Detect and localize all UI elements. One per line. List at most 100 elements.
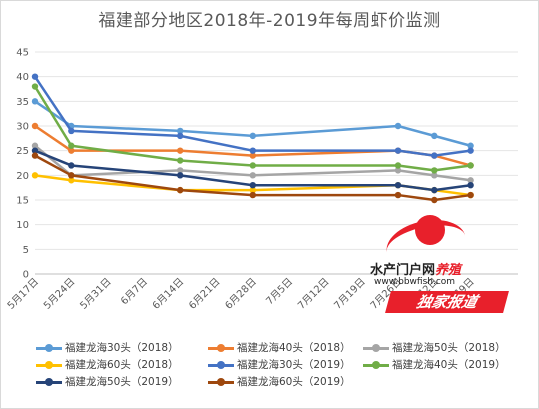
- y-tick-label: 5: [23, 245, 29, 256]
- legend-swatch: [36, 358, 62, 372]
- x-tick-label: 5月17日: [5, 276, 41, 312]
- series-1: [31, 98, 474, 149]
- legend-label: 福建龙海30头（2019）: [237, 359, 351, 371]
- legend-label: 福建龙海40头（2019）: [392, 359, 506, 371]
- data-point: [249, 147, 256, 154]
- data-point: [68, 177, 75, 184]
- data-point: [249, 172, 256, 179]
- data-point: [467, 147, 474, 154]
- legend-swatch: [36, 375, 62, 389]
- data-point: [31, 152, 39, 159]
- watermark-logo: 水产门户网养殖 www.bbwfish.com 独家报道: [368, 213, 518, 315]
- data-point: [394, 191, 402, 199]
- data-point: [431, 172, 438, 179]
- data-point: [31, 83, 39, 90]
- x-tick-label: 5月31日: [78, 276, 114, 312]
- data-point: [249, 186, 256, 194]
- data-point: [431, 132, 438, 140]
- legend-swatch: [208, 341, 234, 355]
- series-6: [31, 83, 474, 174]
- y-tick-label: 25: [16, 146, 29, 157]
- data-point: [249, 132, 256, 140]
- watermark-text: 水产门户网养殖: [370, 263, 462, 278]
- data-point: [68, 142, 75, 149]
- legend-item: 福建龙海60头（2018）: [36, 357, 179, 372]
- data-point: [467, 142, 474, 149]
- legend-swatch: [363, 341, 389, 355]
- y-tick-label: 15: [16, 196, 29, 207]
- legend-swatch: [208, 375, 234, 389]
- data-point: [31, 142, 39, 149]
- legend-item: 福建龙海30头（2019）: [208, 357, 351, 372]
- x-tick-label: 6月28日: [223, 276, 259, 312]
- data-point: [249, 191, 256, 199]
- data-point: [467, 191, 474, 199]
- data-point: [394, 167, 402, 174]
- data-point: [31, 98, 39, 105]
- data-point: [394, 122, 402, 130]
- y-tick-label: 40: [16, 72, 29, 83]
- data-point: [394, 147, 402, 154]
- data-point: [31, 147, 39, 154]
- data-point: [177, 167, 184, 174]
- data-point: [249, 152, 256, 159]
- x-tick-label: 6月7日: [118, 276, 150, 308]
- y-tick-label: 20: [16, 171, 29, 182]
- data-point: [68, 172, 75, 179]
- x-tick-label: 6月14日: [150, 276, 186, 312]
- legend-swatch: [36, 341, 62, 355]
- watermark-badge: 独家报道: [385, 291, 509, 313]
- legend-label: 福建龙海30头（2018）: [65, 342, 179, 354]
- data-point: [68, 147, 75, 154]
- data-point: [431, 152, 438, 159]
- data-point: [249, 182, 256, 189]
- x-tick-label: 7月19日: [332, 276, 368, 312]
- data-point: [177, 172, 184, 179]
- legend-label: 福建龙海50头（2019）: [65, 376, 179, 388]
- data-point: [177, 127, 184, 135]
- series-5: [31, 73, 474, 159]
- legend-item: 福建龙海30头（2018）: [36, 340, 179, 355]
- legend-label: 福建龙海60头（2018）: [65, 359, 179, 371]
- data-point: [431, 186, 438, 194]
- y-axis-ticks: 0 5 10 15 20 25 30 35 40 45: [16, 48, 29, 281]
- x-tick-label: 6月21日: [186, 276, 222, 312]
- series-lines: [31, 73, 474, 204]
- legend-label: 福建龙海60头（2019）: [237, 376, 351, 388]
- data-point: [31, 73, 39, 80]
- data-point: [431, 196, 438, 204]
- chart-title: 福建部分地区2018年-2019年每周虾价监测: [98, 11, 441, 31]
- data-point: [31, 122, 39, 130]
- legend-item: 福建龙海60头（2019）: [208, 374, 351, 389]
- legend-item: 福建龙海50头（2018）: [363, 340, 506, 355]
- data-point: [31, 172, 39, 179]
- legend-swatch: [208, 358, 234, 372]
- data-point: [467, 177, 474, 184]
- legend-label: 福建龙海40头（2018）: [237, 342, 351, 354]
- data-point: [394, 182, 402, 189]
- legend-item: 福建龙海40头（2019）: [363, 357, 506, 372]
- series-7: [31, 147, 474, 194]
- y-tick-label: 35: [16, 97, 29, 108]
- data-point: [249, 162, 256, 169]
- data-point: [177, 157, 184, 164]
- y-tick-label: 45: [16, 48, 29, 59]
- series-line: [34, 100, 471, 147]
- series-line: [33, 75, 471, 157]
- data-point: [394, 162, 402, 169]
- y-tick-label: 30: [16, 122, 29, 133]
- data-point: [177, 147, 184, 154]
- data-point: [177, 186, 184, 194]
- data-point: [68, 162, 75, 169]
- data-point: [68, 127, 75, 135]
- data-point: [467, 162, 474, 169]
- x-tick-label: 5月24日: [41, 276, 77, 312]
- x-tick-label: 7月5日: [264, 276, 296, 308]
- y-tick-label: 10: [16, 220, 29, 231]
- watermark-url: www.bbwfish.com: [374, 277, 456, 287]
- data-point: [467, 182, 474, 189]
- series-8: [31, 152, 474, 204]
- watermark-circle: [415, 215, 445, 245]
